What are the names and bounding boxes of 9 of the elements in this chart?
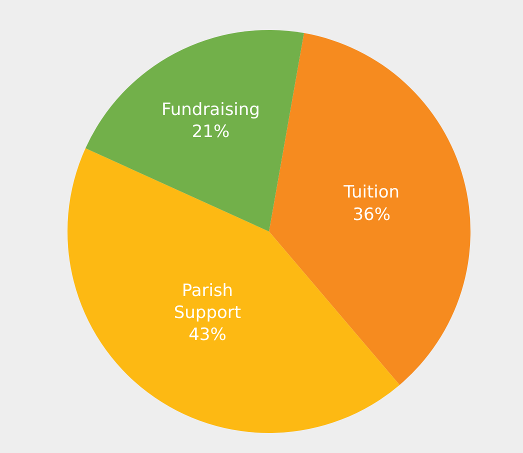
data-label: 36% [352, 204, 390, 225]
slice-label: Fundraising [162, 100, 260, 120]
pie-slice [85, 30, 304, 232]
slice-label: Parish Support [174, 280, 242, 323]
data-label: 43% [188, 325, 226, 346]
slice-label: Tuition [342, 182, 400, 203]
data-label: 21% [192, 122, 230, 142]
pie-slice [269, 33, 470, 385]
pie-slice [68, 148, 400, 433]
